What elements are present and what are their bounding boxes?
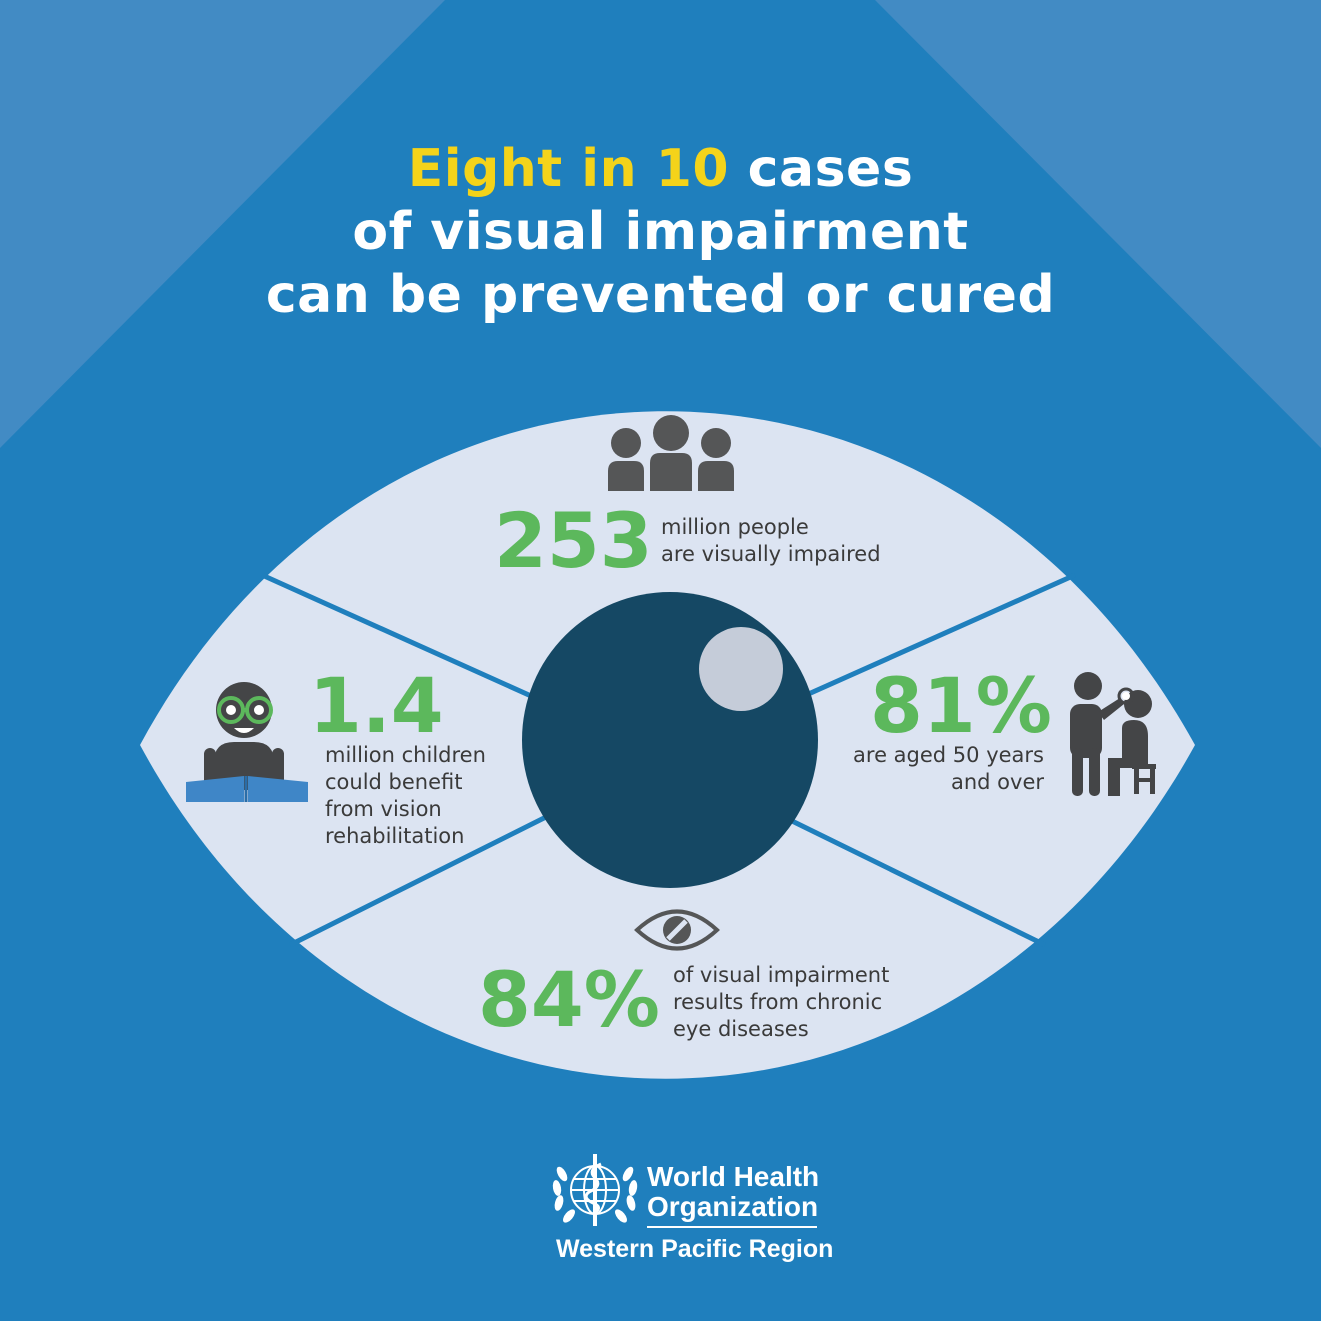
who-name: World Health Organization bbox=[647, 1162, 819, 1222]
pupil-highlight bbox=[699, 627, 783, 711]
stat-bottom-line2: results from chronic bbox=[673, 990, 883, 1014]
child-reading-icon bbox=[186, 682, 308, 802]
who-name-line2: Organization bbox=[647, 1191, 819, 1222]
eye-dividers bbox=[260, 572, 1077, 948]
who-name-line1: World Health bbox=[647, 1161, 820, 1192]
stat-bottom-desc: of visual impairment results from chroni… bbox=[673, 962, 889, 1043]
headline-line3: can be prevented or cured bbox=[265, 265, 1056, 325]
stat-left-number: 1.4 bbox=[309, 661, 444, 750]
headline-highlight: Eight in 10 bbox=[407, 139, 730, 199]
stat-left-line2: could benefit bbox=[325, 770, 463, 794]
stat-bottom-number: 84% bbox=[478, 955, 660, 1044]
who-emblem-icon bbox=[552, 1154, 638, 1226]
eye-exam-icon bbox=[1070, 672, 1156, 796]
stat-right-number: 81% bbox=[870, 661, 1052, 750]
stat-left-line4: rehabilitation bbox=[325, 824, 465, 848]
corner-triangle-right bbox=[875, 0, 1321, 448]
who-divider bbox=[647, 1226, 817, 1228]
pupil bbox=[522, 592, 818, 888]
headline-line1: cases bbox=[729, 139, 914, 199]
people-group-icon bbox=[608, 415, 734, 491]
crossed-eye-icon bbox=[634, 909, 720, 951]
stat-left-line3: from vision bbox=[325, 797, 442, 821]
stat-left-desc: million children could benefit from visi… bbox=[325, 742, 486, 850]
stat-right-line2: and over bbox=[950, 770, 1044, 794]
stat-top-line2: are visually impaired bbox=[661, 542, 881, 566]
who-logo: World Health Organization Western Pacifi… bbox=[548, 1150, 838, 1270]
corner-triangle-left bbox=[0, 0, 445, 448]
stat-top-number: 253 bbox=[494, 496, 653, 585]
stat-top-desc: million people are visually impaired bbox=[661, 514, 881, 568]
stat-right-desc: are aged 50 years and over bbox=[820, 742, 1044, 796]
stat-left-line1: million children bbox=[325, 743, 486, 767]
headline-line2: of visual impairment bbox=[352, 202, 969, 262]
stat-bottom-line3: eye diseases bbox=[673, 1017, 809, 1041]
stat-bottom-line1: of visual impairment bbox=[673, 963, 890, 987]
who-region: Western Pacific Region bbox=[556, 1235, 834, 1263]
stat-top-line1: million people bbox=[661, 515, 809, 539]
stat-right-line1: are aged 50 years bbox=[853, 743, 1044, 767]
headline: Eight in 10 cases of visual impairment c… bbox=[0, 138, 1321, 327]
